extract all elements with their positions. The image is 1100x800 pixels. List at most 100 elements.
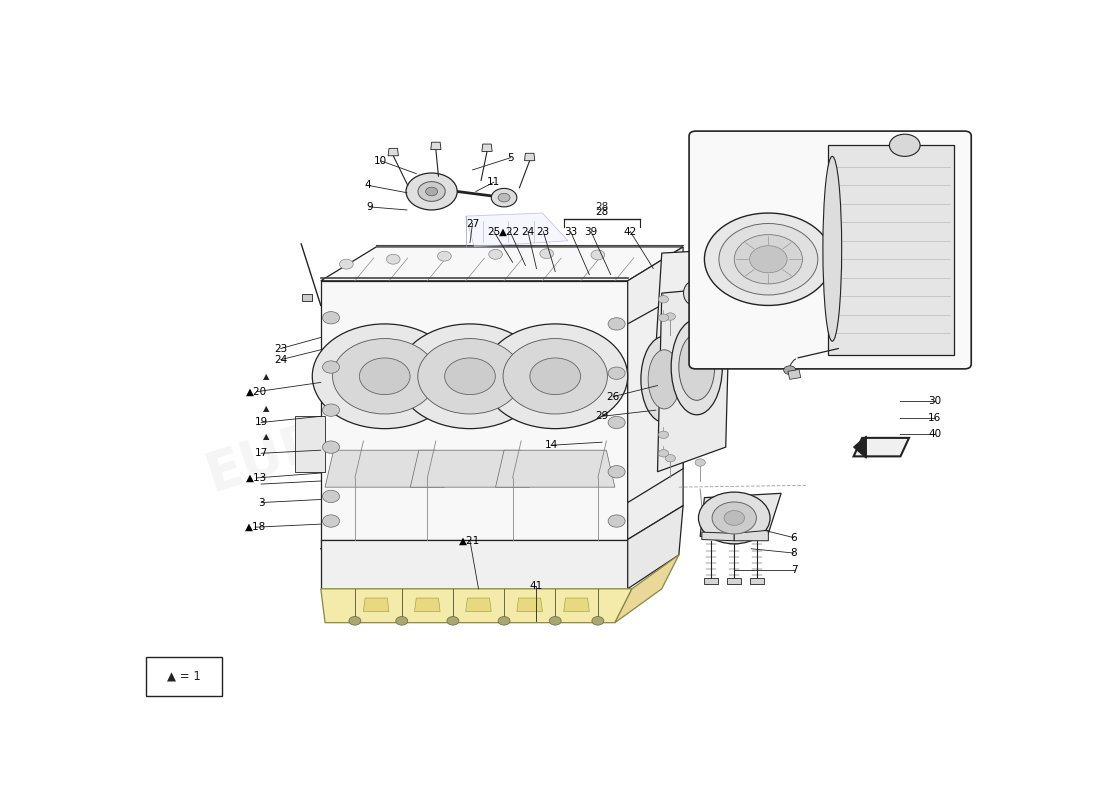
Polygon shape [415, 598, 440, 611]
Circle shape [492, 188, 517, 207]
Circle shape [659, 295, 669, 303]
Text: 10: 10 [374, 156, 387, 166]
Circle shape [591, 250, 605, 260]
Circle shape [719, 223, 817, 295]
Circle shape [418, 338, 522, 414]
Text: ▲: ▲ [263, 431, 270, 441]
Circle shape [666, 454, 675, 462]
Text: 16: 16 [928, 413, 942, 422]
Text: ▲21: ▲21 [460, 536, 481, 546]
Circle shape [549, 617, 561, 625]
Polygon shape [495, 450, 615, 487]
Text: 23: 23 [274, 343, 287, 354]
Circle shape [735, 234, 803, 284]
Circle shape [659, 314, 669, 322]
Text: ▲22: ▲22 [499, 226, 520, 237]
Polygon shape [321, 539, 628, 589]
Circle shape [608, 515, 625, 527]
Circle shape [438, 251, 451, 261]
Polygon shape [363, 598, 389, 611]
Circle shape [659, 450, 669, 457]
Circle shape [695, 459, 705, 466]
Polygon shape [615, 555, 679, 622]
Circle shape [386, 254, 400, 264]
Text: ▲18: ▲18 [244, 522, 266, 532]
Polygon shape [388, 148, 398, 156]
Text: 7: 7 [791, 566, 798, 575]
Ellipse shape [671, 319, 723, 414]
Circle shape [608, 416, 625, 429]
Circle shape [322, 515, 340, 527]
Circle shape [608, 318, 625, 330]
Polygon shape [302, 294, 312, 301]
Polygon shape [735, 530, 768, 541]
Polygon shape [482, 144, 492, 151]
Text: 23: 23 [537, 226, 550, 237]
Circle shape [322, 361, 340, 373]
Polygon shape [431, 142, 441, 150]
Ellipse shape [648, 350, 681, 409]
Polygon shape [517, 598, 542, 611]
Circle shape [498, 617, 510, 625]
Polygon shape [656, 250, 717, 349]
Text: 41: 41 [530, 581, 543, 590]
Text: 9: 9 [366, 202, 373, 212]
Text: 40: 40 [928, 429, 942, 438]
Polygon shape [410, 450, 530, 487]
Polygon shape [628, 247, 683, 539]
Polygon shape [704, 578, 718, 584]
Text: ▲: ▲ [263, 372, 270, 382]
Circle shape [360, 358, 410, 394]
Circle shape [749, 246, 788, 273]
Text: 28: 28 [595, 202, 608, 212]
Ellipse shape [683, 281, 705, 306]
Text: ▲: ▲ [263, 405, 270, 414]
Circle shape [418, 182, 446, 202]
Text: 3: 3 [257, 498, 264, 507]
Text: 8: 8 [791, 548, 798, 558]
Circle shape [396, 617, 408, 625]
Circle shape [698, 492, 770, 544]
Circle shape [426, 187, 438, 196]
Text: ▲20: ▲20 [246, 386, 267, 397]
FancyBboxPatch shape [689, 131, 971, 369]
Circle shape [322, 404, 340, 416]
Text: 24: 24 [274, 354, 287, 365]
Circle shape [349, 617, 361, 625]
Text: 26: 26 [606, 392, 619, 402]
Circle shape [488, 250, 503, 259]
Circle shape [783, 366, 795, 374]
Circle shape [704, 213, 833, 306]
Text: 29: 29 [595, 411, 608, 422]
Polygon shape [828, 146, 954, 354]
Circle shape [483, 324, 628, 429]
Circle shape [340, 259, 353, 269]
Text: 6: 6 [791, 533, 798, 542]
Ellipse shape [823, 156, 842, 341]
Text: 42: 42 [624, 226, 637, 237]
Polygon shape [321, 247, 683, 281]
Text: 39: 39 [584, 226, 597, 237]
Polygon shape [788, 370, 801, 379]
Text: 33: 33 [564, 226, 578, 237]
Circle shape [312, 324, 458, 429]
Circle shape [447, 617, 459, 625]
Polygon shape [658, 287, 730, 472]
Text: 14: 14 [544, 440, 558, 450]
Circle shape [666, 313, 675, 320]
Text: 25: 25 [487, 226, 500, 237]
Polygon shape [750, 578, 764, 584]
Circle shape [444, 358, 495, 394]
Polygon shape [321, 589, 631, 622]
Polygon shape [727, 578, 741, 584]
Text: ▲ = 1: ▲ = 1 [167, 670, 201, 682]
Circle shape [592, 617, 604, 625]
Text: 27: 27 [466, 218, 480, 229]
Circle shape [503, 338, 607, 414]
FancyBboxPatch shape [146, 657, 222, 696]
Circle shape [540, 249, 553, 258]
Circle shape [397, 324, 542, 429]
Polygon shape [525, 154, 535, 161]
Polygon shape [854, 438, 909, 456]
Circle shape [890, 134, 920, 156]
